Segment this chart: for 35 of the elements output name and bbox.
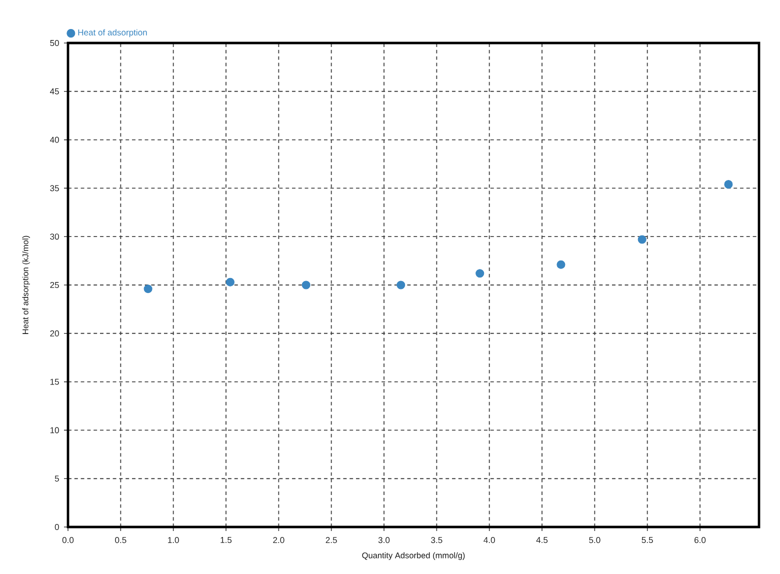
x-tick-label: 4.0	[484, 537, 495, 544]
point	[144, 284, 152, 294]
y-tick-label: 5	[54, 476, 59, 482]
x-tick-label: 0.0	[62, 537, 74, 544]
y-tick-label: 25	[50, 282, 59, 288]
legend-label: Heat of adsorption	[78, 29, 147, 38]
x-axis-title: Quantity Adsorbed (mmol/g)	[362, 552, 465, 560]
x-tick-label: 1.5	[220, 537, 232, 543]
x-tick-label: 0.5	[115, 537, 126, 544]
y-tick-label: 50	[50, 40, 59, 46]
point	[638, 235, 646, 244]
x-tick-label: 5.0	[589, 537, 600, 544]
y-tick-label: 30	[50, 234, 59, 240]
point	[476, 269, 484, 278]
y-tick-label: 45	[50, 88, 59, 94]
x-tick-label: 5.5	[642, 537, 653, 543]
y-tick-label: 40	[50, 136, 59, 143]
x-tick-label: 2.5	[326, 537, 337, 544]
y-tick-label: 35	[50, 185, 59, 192]
x-tick-label: 2.0	[273, 537, 284, 544]
x-tick-label: 4.5	[536, 537, 548, 543]
point	[556, 260, 566, 269]
x-tick-label: 3.5	[431, 537, 442, 544]
x-tick-label: 3.0	[378, 537, 390, 544]
point	[226, 278, 234, 286]
y-tick-label: 10	[50, 427, 59, 434]
y-tick-label: 0	[54, 524, 59, 530]
x-tick-label: 1.0	[168, 537, 179, 544]
x-tick-label: 6.0	[694, 537, 706, 544]
point	[724, 180, 733, 189]
point	[396, 280, 406, 290]
y-axis-title: Heat of adsorption (kJ/mol)	[22, 236, 30, 334]
y-tick-label: 20	[50, 330, 59, 336]
point	[302, 280, 310, 290]
y-tick-label: 15	[50, 378, 59, 385]
